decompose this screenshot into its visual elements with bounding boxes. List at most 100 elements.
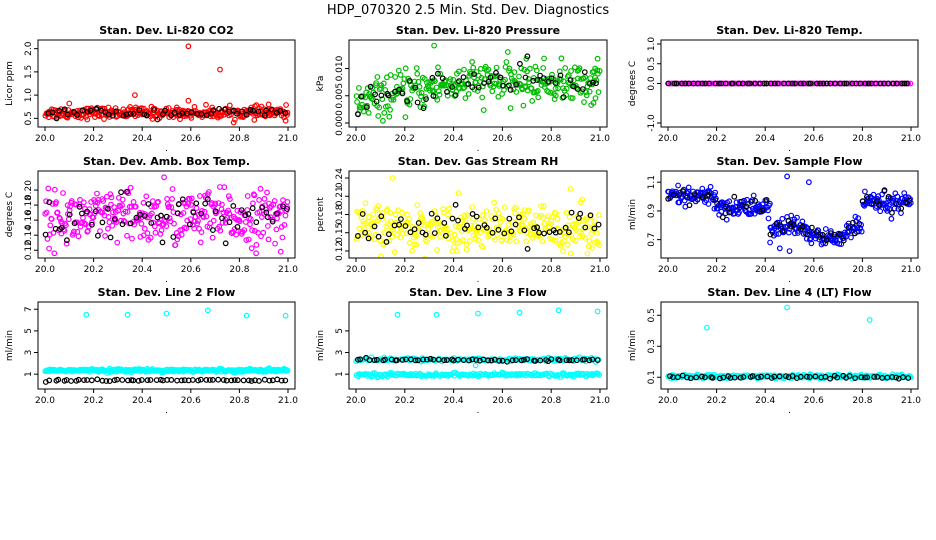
data-point — [548, 89, 554, 96]
data-point — [552, 80, 559, 86]
data-point — [415, 357, 421, 364]
data-point — [495, 93, 502, 100]
data-point — [531, 225, 537, 232]
data-point — [245, 211, 252, 217]
data-point — [109, 112, 116, 119]
data-point — [87, 107, 94, 114]
data-point — [45, 185, 52, 192]
data-point — [902, 193, 909, 200]
data-point — [806, 374, 813, 380]
data-point — [469, 84, 476, 91]
data-point — [665, 195, 672, 202]
data-point — [862, 188, 868, 195]
data-point — [269, 218, 276, 225]
data-point — [413, 241, 420, 248]
data-point — [360, 108, 367, 115]
data-point — [743, 203, 750, 210]
data-point — [175, 201, 182, 208]
data-point — [399, 90, 406, 97]
data-point — [797, 80, 804, 87]
data-point — [70, 228, 77, 235]
data-point — [190, 209, 197, 216]
data-point — [355, 232, 361, 239]
data-point — [420, 356, 427, 363]
data-point — [120, 217, 127, 224]
data-point — [841, 80, 848, 87]
data-point — [220, 209, 227, 216]
data-point — [455, 356, 462, 363]
data-point — [370, 211, 377, 218]
x-tick-label: 20.0 — [346, 265, 366, 275]
data-point — [261, 376, 268, 383]
data-point — [168, 204, 175, 211]
data-point — [755, 374, 761, 381]
data-point — [163, 223, 170, 230]
data-point — [188, 109, 195, 115]
y-tick-label: 0.18 — [335, 204, 345, 224]
data-point — [218, 201, 225, 208]
y-tick-label: 0.16 — [24, 210, 34, 230]
data-point — [240, 377, 247, 384]
data-point — [55, 376, 62, 383]
data-point — [166, 215, 173, 222]
x-tick-label: 20.2 — [395, 134, 415, 144]
data-point — [745, 80, 751, 87]
data-point — [502, 76, 508, 83]
data-point — [51, 186, 58, 193]
data-point — [386, 238, 393, 244]
data-point — [279, 234, 286, 241]
data-point — [595, 370, 601, 377]
data-point — [790, 219, 797, 226]
panel-9: Stan. Dev. Line 4 (LT) Flow 20.0 20.2 20.4 2… — [628, 286, 921, 416]
outlier-point — [394, 311, 401, 318]
data-point — [414, 99, 421, 106]
x-tick-label: 20.0 — [658, 134, 678, 144]
outlier-point — [784, 304, 790, 311]
data-point — [104, 225, 111, 232]
outlier-point — [475, 310, 481, 317]
data-point — [729, 204, 736, 211]
data-point — [467, 237, 473, 244]
data-point — [699, 185, 706, 192]
data-point — [399, 209, 406, 216]
data-point — [362, 200, 369, 207]
data-point — [587, 75, 594, 81]
data-point — [508, 228, 515, 235]
data-point — [130, 198, 137, 205]
data-point — [858, 374, 865, 381]
data-point — [482, 216, 489, 223]
outlier-point — [567, 186, 574, 192]
data-point — [268, 106, 275, 113]
data-point — [367, 83, 374, 90]
data-point — [466, 357, 472, 364]
data-point — [517, 228, 524, 235]
data-point — [112, 105, 119, 111]
data-point — [449, 215, 456, 222]
data-point — [593, 230, 600, 237]
data-point — [390, 96, 397, 103]
x-tick-label: 20.0 — [658, 265, 678, 275]
data-point — [470, 64, 477, 71]
data-point — [421, 255, 428, 258]
data-point — [590, 79, 596, 86]
data-point — [558, 55, 565, 62]
outlier-point — [704, 324, 710, 331]
data-point — [141, 212, 148, 219]
data-point — [172, 242, 179, 249]
data-point — [506, 65, 513, 72]
data-point — [771, 373, 778, 380]
data-point — [377, 253, 384, 258]
data-point — [851, 230, 858, 237]
data-point — [362, 229, 369, 236]
data-point — [102, 232, 108, 239]
outlier-point — [555, 307, 562, 314]
data-point — [380, 80, 387, 87]
data-point — [130, 110, 137, 117]
data-point — [63, 237, 70, 244]
data-point — [355, 111, 361, 118]
data-point — [406, 216, 413, 223]
outlier-point — [433, 311, 440, 318]
y-tick-label: 0.20 — [24, 180, 34, 200]
x-tick-label: 20.4 — [755, 134, 775, 144]
x-tick-label: 20.8 — [852, 396, 872, 406]
